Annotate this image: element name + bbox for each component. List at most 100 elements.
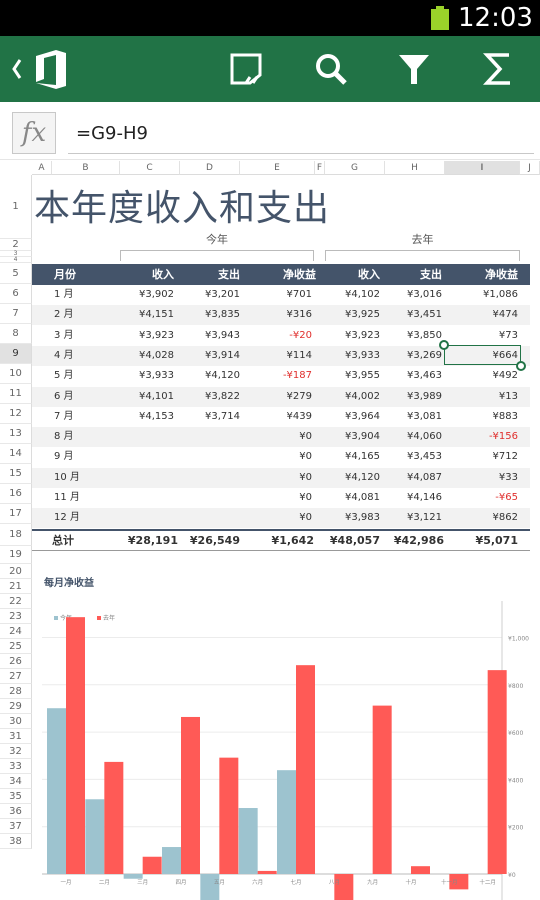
row-header-11[interactable]: 11 <box>0 384 32 404</box>
column-header-C[interactable]: C <box>120 161 180 175</box>
table-row[interactable]: 9 月 ¥0 ¥4,165 ¥3,453 ¥712 <box>32 447 530 467</box>
row-header-36[interactable]: 36 <box>0 804 32 819</box>
row-header-27[interactable]: 27 <box>0 669 32 684</box>
column-header-D[interactable]: D <box>180 161 240 175</box>
table-row[interactable]: 11 月 ¥0 ¥4,081 ¥4,146 -¥65 <box>32 488 530 508</box>
table-row[interactable]: 12 月 ¥0 ¥3,983 ¥3,121 ¥862 <box>32 508 530 529</box>
comment-button[interactable] <box>222 36 270 102</box>
cell-net: ¥0 <box>299 451 312 463</box>
table-row[interactable]: 3 月 ¥3,923 ¥3,943 -¥20 ¥3,923 ¥3,850 ¥73 <box>32 326 530 346</box>
row-header-35[interactable]: 35 <box>0 789 32 804</box>
table-row[interactable]: 7 月 ¥4,153 ¥3,714 ¥439 ¥3,964 ¥3,081 ¥883 <box>32 407 530 427</box>
row-header-37[interactable]: 37 <box>0 819 32 834</box>
table-row[interactable]: 4 月 ¥4,028 ¥3,914 ¥114 ¥3,933 ¥3,269 ¥664 <box>32 345 530 366</box>
selection-handle-end[interactable] <box>516 361 526 371</box>
x-tick-label: 三月 <box>137 879 148 886</box>
row-header-6[interactable]: 6 <box>0 284 32 304</box>
column-header-H[interactable]: H <box>385 161 445 175</box>
row-header-23[interactable]: 23 <box>0 609 32 624</box>
cell-income: ¥3,902 <box>139 289 174 300</box>
total-row[interactable]: 总计 ¥28,191 ¥26,549 ¥1,642 ¥48,057 ¥42,98… <box>32 529 530 551</box>
column-header-F[interactable]: F <box>315 161 325 175</box>
table-row[interactable]: 10 月 ¥0 ¥4,120 ¥4,087 ¥33 <box>32 467 530 488</box>
row-header-7[interactable]: 7 <box>0 304 32 324</box>
column-header-E[interactable]: E <box>240 161 315 175</box>
table-row[interactable]: 8 月 ¥0 ¥3,904 ¥4,060 -¥156 <box>32 427 530 448</box>
row-header-5[interactable]: 5 <box>0 263 32 284</box>
cell-month: 12 月 <box>54 512 80 524</box>
row-header-26[interactable]: 26 <box>0 654 32 669</box>
cell-income: ¥4,101 <box>139 390 174 402</box>
y-tick-label: ¥400 <box>508 777 523 784</box>
row-header-31[interactable]: 31 <box>0 729 32 744</box>
row-header-12[interactable]: 12 <box>0 404 32 424</box>
header-expense-ly: 支出 <box>420 268 442 281</box>
cell-month: 2 月 <box>54 309 74 321</box>
row-header-22[interactable]: 22 <box>0 594 32 609</box>
column-header-J[interactable]: J <box>520 161 540 175</box>
row-header-34[interactable]: 34 <box>0 774 32 789</box>
row-header-21[interactable]: 21 <box>0 579 32 594</box>
table-row[interactable]: 2 月 ¥4,151 ¥3,835 ¥316 ¥3,925 ¥3,451 ¥474 <box>32 305 530 326</box>
row-header-20[interactable]: 20 <box>0 564 32 579</box>
row-header-4[interactable]: 4 <box>0 256 32 263</box>
bar-last-year <box>487 670 507 874</box>
bar-last-year <box>104 761 124 874</box>
x-tick-label: 六月 <box>252 878 263 886</box>
row-header-15[interactable]: 15 <box>0 464 32 484</box>
table-row[interactable]: 6 月 ¥4,101 ¥3,822 ¥279 ¥4,002 ¥3,989 ¥13 <box>32 386 530 407</box>
row-header-18[interactable]: 18 <box>0 524 32 546</box>
total-income-ly: ¥48,057 <box>329 534 380 547</box>
row-header-33[interactable]: 33 <box>0 759 32 774</box>
row-header-3[interactable]: 3 <box>0 250 32 257</box>
cell-net-ly: ¥73 <box>498 329 518 341</box>
selected-cell-I9[interactable] <box>444 345 521 365</box>
column-header-G[interactable]: G <box>325 161 385 175</box>
net-income-chart[interactable]: ¥0¥200¥400¥600¥800¥1,000今年去年一月二月三月四月五月六月… <box>32 601 530 900</box>
row-header-14[interactable]: 14 <box>0 444 32 464</box>
row-header-25[interactable]: 25 <box>0 639 32 654</box>
row-header-29[interactable]: 29 <box>0 699 32 714</box>
row-header-9[interactable]: 9 <box>0 344 32 364</box>
column-header-B[interactable]: B <box>52 161 120 175</box>
row-header-8[interactable]: 8 <box>0 324 32 344</box>
row-header-17[interactable]: 17 <box>0 504 32 524</box>
row-header-32[interactable]: 32 <box>0 744 32 759</box>
bar-last-year <box>296 665 315 874</box>
filter-button[interactable] <box>390 36 438 102</box>
row-header-24[interactable]: 24 <box>0 624 32 639</box>
sum-button[interactable] <box>474 36 522 102</box>
formula-bar: fx =G9-H9 <box>0 102 540 160</box>
legend-label-last-year: 去年 <box>103 614 115 622</box>
row-header-30[interactable]: 30 <box>0 714 32 729</box>
formula-input[interactable]: =G9-H9 <box>68 116 534 154</box>
bar-this-year <box>85 799 105 874</box>
selection-handle-start[interactable] <box>439 340 449 350</box>
row-header-28[interactable]: 28 <box>0 684 32 699</box>
cell-income: ¥3,923 <box>139 329 174 341</box>
row-header-16[interactable]: 16 <box>0 484 32 504</box>
y-tick-label: ¥200 <box>508 825 523 832</box>
fx-button[interactable]: fx <box>12 112 56 154</box>
table-row[interactable]: 1 月 ¥3,902 ¥3,201 ¥701 ¥4,102 ¥3,016 ¥1,086 <box>32 285 530 305</box>
back-button[interactable] <box>0 36 82 102</box>
row-header-13[interactable]: 13 <box>0 424 32 444</box>
row-header-19[interactable]: 19 <box>0 546 32 564</box>
cell-month: 1 月 <box>54 289 74 300</box>
search-button[interactable] <box>307 36 355 102</box>
header-expense: 支出 <box>218 268 240 281</box>
x-tick-label: 八月 <box>329 879 340 886</box>
x-tick-label: 七月 <box>290 878 301 886</box>
row-header-1[interactable]: 1 <box>0 175 32 239</box>
row-header-2[interactable]: 2 <box>0 239 32 251</box>
cell-expense-ly: ¥3,453 <box>407 451 442 463</box>
column-header-A[interactable]: A <box>32 161 52 175</box>
cell-month: 7 月 <box>54 410 74 422</box>
x-tick-label: 十月 <box>405 878 416 886</box>
table-row[interactable]: 5 月 ¥3,933 ¥4,120 -¥187 ¥3,955 ¥3,463 ¥492 <box>32 366 530 386</box>
row-header-38[interactable]: 38 <box>0 834 32 849</box>
row-header-10[interactable]: 10 <box>0 364 32 384</box>
column-header-I[interactable]: I <box>445 161 520 175</box>
x-tick-label: 九月 <box>367 878 378 886</box>
